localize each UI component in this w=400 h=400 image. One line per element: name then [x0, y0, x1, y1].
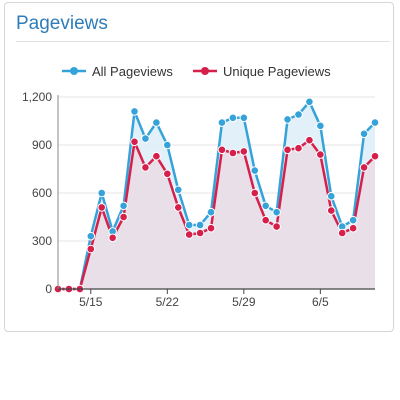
data-point[interactable]	[250, 166, 260, 175]
x-tick-label: 5/22	[156, 295, 180, 309]
data-point[interactable]	[337, 228, 347, 238]
data-point[interactable]	[152, 118, 161, 127]
data-point[interactable]	[359, 129, 369, 139]
data-point[interactable]	[173, 203, 183, 212]
data-point[interactable]	[316, 121, 325, 131]
y-tick-label: 900	[32, 138, 52, 152]
data-point[interactable]	[130, 137, 139, 147]
data-point[interactable]	[217, 118, 227, 127]
data-point[interactable]	[316, 150, 325, 159]
data-point[interactable]	[228, 113, 238, 123]
data-point[interactable]	[86, 244, 96, 254]
data-point[interactable]	[370, 118, 380, 127]
x-tick-label: 5/15	[79, 295, 103, 309]
data-point[interactable]	[239, 113, 249, 123]
data-point[interactable]	[283, 145, 292, 155]
data-point[interactable]	[370, 151, 380, 161]
data-point[interactable]	[294, 143, 303, 153]
y-axis-labels: 0 300 600 900 1,200	[22, 90, 52, 296]
legend-swatch-dot	[201, 67, 209, 75]
data-point[interactable]	[119, 201, 128, 211]
title-divider	[16, 41, 390, 42]
x-tick-label: 6/5	[312, 295, 329, 309]
chart-legend: All Pageviews Unique Pageviews	[62, 64, 331, 79]
x-axis-labels: 5/15 5/22 5/29 6/5	[79, 295, 329, 309]
data-point[interactable]	[359, 163, 369, 172]
data-point[interactable]	[250, 188, 260, 198]
data-point[interactable]	[272, 222, 281, 231]
card-title: Pageviews	[16, 13, 108, 34]
data-point[interactable]	[305, 135, 314, 145]
y-tick-label: 1,200	[22, 90, 52, 104]
data-point[interactable]	[130, 107, 139, 116]
data-point[interactable]	[119, 212, 128, 222]
data-point[interactable]	[283, 115, 292, 124]
data-point[interactable]	[326, 191, 336, 201]
legend-swatch-dot	[70, 67, 78, 75]
data-point[interactable]	[348, 223, 358, 233]
data-point[interactable]	[108, 233, 117, 243]
series-area	[58, 140, 375, 289]
data-point[interactable]	[305, 97, 314, 107]
data-point[interactable]	[294, 110, 303, 119]
data-point[interactable]	[141, 134, 150, 143]
chart-points	[53, 97, 380, 294]
data-point[interactable]	[97, 203, 107, 212]
series-line	[58, 100, 376, 291]
data-point[interactable]	[239, 147, 249, 156]
legend-label[interactable]: Unique Pageviews	[223, 64, 331, 79]
legend-label[interactable]: All Pageviews	[92, 64, 173, 79]
data-point[interactable]	[217, 145, 227, 155]
data-point[interactable]	[173, 185, 183, 195]
data-point[interactable]	[261, 201, 270, 211]
data-point[interactable]	[163, 169, 172, 179]
data-point[interactable]	[206, 223, 216, 233]
data-point[interactable]	[97, 188, 107, 198]
y-tick-label: 600	[32, 186, 52, 200]
data-point[interactable]	[152, 151, 161, 161]
data-point[interactable]	[86, 231, 96, 241]
data-point[interactable]	[206, 207, 216, 217]
y-tick-label: 300	[32, 234, 52, 248]
data-point[interactable]	[261, 215, 270, 225]
data-point[interactable]	[141, 163, 150, 172]
data-point[interactable]	[228, 148, 238, 158]
data-point[interactable]	[184, 220, 194, 230]
data-point[interactable]	[272, 207, 281, 217]
data-point[interactable]	[348, 215, 358, 225]
chart-axes	[57, 95, 375, 294]
data-point[interactable]	[184, 230, 194, 239]
data-point[interactable]	[195, 220, 205, 230]
data-point[interactable]	[326, 206, 336, 215]
data-point[interactable]	[195, 228, 205, 238]
x-tick-label: 5/29	[232, 295, 256, 309]
data-point[interactable]	[163, 140, 172, 150]
y-tick-label: 0	[45, 282, 52, 296]
